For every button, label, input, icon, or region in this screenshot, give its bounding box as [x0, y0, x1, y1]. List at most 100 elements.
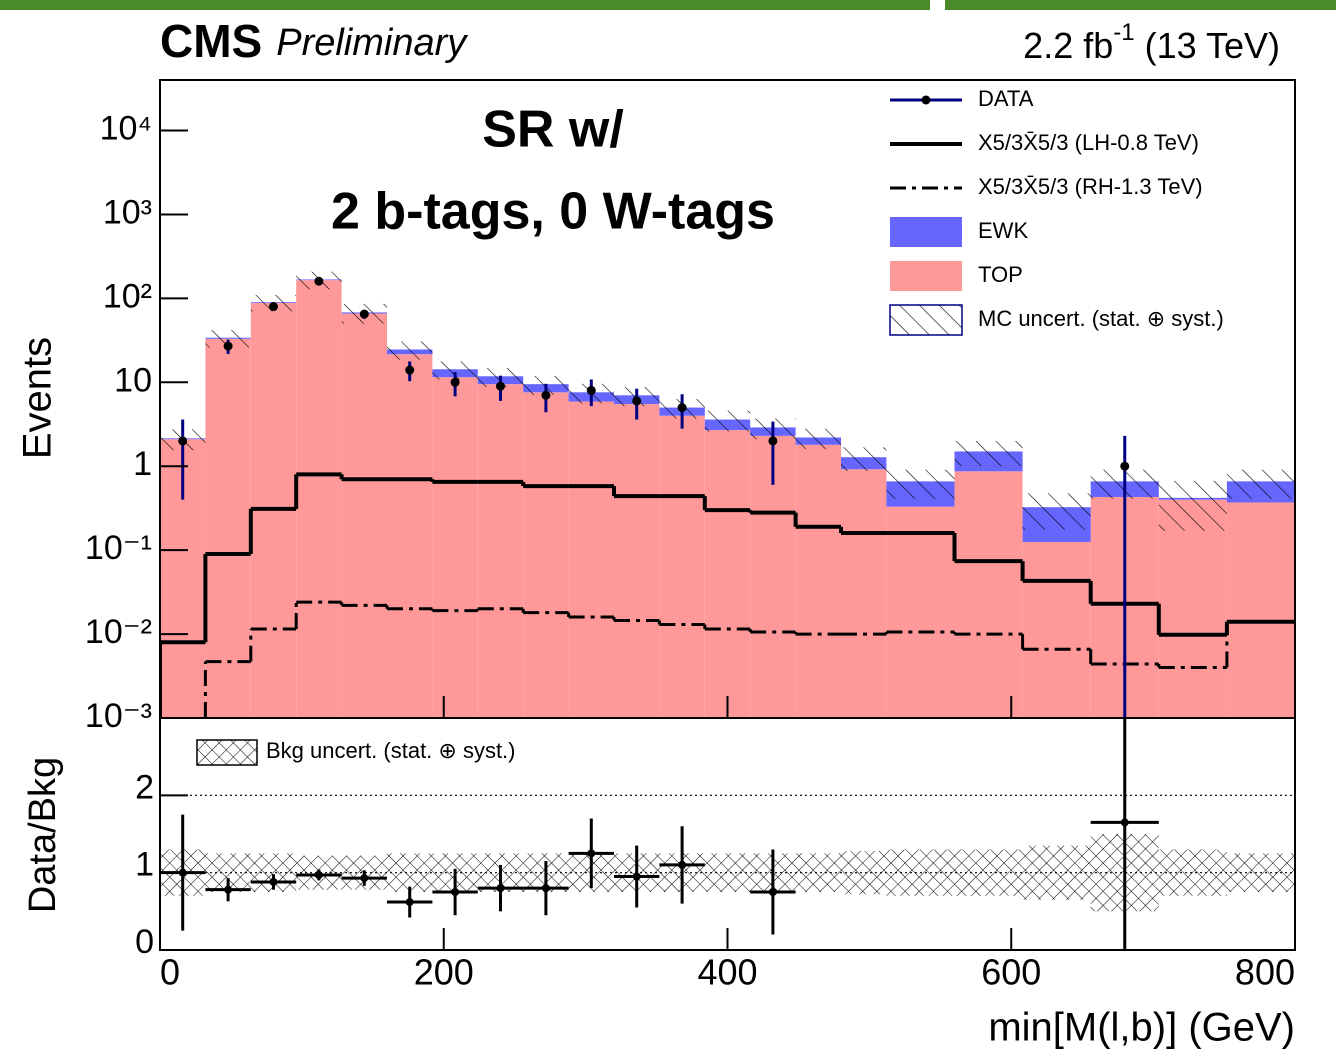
ratio-point — [1120, 818, 1129, 827]
uncertainty-band — [1226, 469, 1295, 499]
ratio-band — [704, 853, 751, 892]
legend-swatch — [890, 217, 962, 247]
ratio-point — [541, 884, 550, 893]
y-tick-label: 10⁻² — [85, 613, 152, 651]
data-point — [359, 309, 369, 319]
uncertainty-band — [841, 447, 887, 471]
x-tick-label: 200 — [414, 952, 474, 993]
ratio-plot — [160, 718, 1295, 950]
uncertainty-band — [1158, 480, 1227, 531]
axes: 10⁻³ 10⁻² 10⁻¹ 1 10 10² 10³ 10⁴ 0 1 2 0 200 400 600 800… — [85, 79, 1296, 993]
legend-label: TOP — [978, 262, 1023, 287]
ratio-y-tick-label: 1 — [135, 846, 154, 884]
uncertainty-band — [205, 329, 251, 348]
ratio-band — [795, 853, 841, 892]
data-point — [632, 396, 642, 406]
legend-swatch — [196, 739, 258, 766]
ratio-point — [224, 885, 233, 894]
uncertainty-band — [886, 469, 955, 499]
status: Preliminary — [276, 22, 468, 64]
data-point — [178, 436, 188, 446]
data-point — [314, 276, 324, 286]
stack-bar — [296, 280, 342, 718]
stack-bar — [387, 354, 433, 718]
annotation: SR w/ — [482, 101, 624, 159]
legend-label: DATA — [978, 86, 1034, 111]
stack-bar — [841, 469, 887, 718]
legend-label: EWK — [978, 218, 1028, 243]
ratio-point — [587, 849, 596, 858]
stack-bar — [659, 415, 705, 718]
legend-swatch — [889, 304, 963, 336]
data-point — [541, 390, 551, 400]
stack-bar — [954, 471, 1023, 718]
uncertainty-band — [1022, 493, 1091, 530]
luminosity: 2.2 fb-1 (13 TeV) — [1023, 19, 1280, 65]
uncertainty-band — [954, 440, 1023, 467]
annotation: 2 b-tags, 0 W-tags — [331, 183, 775, 241]
ratio-y-tick-label: 0 — [135, 923, 154, 961]
uncertainty-band — [387, 341, 433, 360]
ratio-point — [632, 872, 641, 881]
ratio-point — [405, 898, 414, 907]
legend-label: X5/3X̄5/3 (RH-1.3 TeV) — [978, 174, 1203, 199]
lumi-exponent: -1 — [1113, 19, 1134, 46]
x-tick-label: 400 — [697, 952, 757, 993]
x-axis-label: min[M(l,b)] (GeV) — [988, 1006, 1295, 1050]
ratio-point — [678, 860, 687, 869]
stack-bar — [795, 444, 841, 718]
data-point — [269, 302, 278, 312]
legend-label: X5/3X̄5/3 (LH-0.8 TeV) — [978, 130, 1199, 155]
ratio-y-tick-label: 2 — [135, 768, 154, 806]
ratio-band — [387, 853, 433, 892]
stack-bar — [1158, 499, 1227, 718]
x-tick-label: 800 — [1235, 952, 1295, 993]
lumi-value: 2.2 fb — [1023, 25, 1113, 66]
stack-bar — [568, 401, 614, 718]
stack-bar — [523, 392, 569, 718]
y-tick-label: 10² — [103, 277, 152, 315]
legend-label: MC uncert. (stat. ⊕ syst.) — [978, 306, 1224, 331]
stack-bar — [1226, 502, 1295, 718]
chart-title: CMS Preliminary — [160, 15, 468, 67]
uncertainty-band — [432, 361, 478, 380]
y-tick-label: 10⁻³ — [85, 697, 152, 735]
stack-bar — [205, 338, 251, 718]
data-point — [768, 436, 778, 446]
ratio-point — [496, 884, 505, 893]
legend-label: Bkg uncert. (stat. ⊕ syst.) — [266, 738, 516, 763]
stack-bar — [1022, 542, 1091, 718]
ratio-point — [269, 877, 278, 886]
x-tick-label: 600 — [981, 952, 1041, 993]
data-point — [223, 341, 233, 351]
data-point — [450, 377, 460, 387]
experiment: CMS — [160, 15, 262, 67]
ratio-point — [314, 870, 323, 879]
stack-bar — [614, 404, 660, 718]
y-tick-label: 10 — [114, 361, 152, 399]
stack-bar — [477, 384, 524, 718]
y-axis-label: Events — [16, 337, 60, 459]
data-point — [677, 403, 687, 413]
ratio-band — [841, 851, 887, 895]
data-point — [586, 385, 596, 395]
ratio-point — [768, 888, 777, 896]
lumi-energy: (13 TeV) — [1145, 25, 1280, 66]
slide-banner — [0, 0, 930, 10]
ratio-point — [451, 888, 460, 896]
data-point — [1120, 461, 1130, 471]
ratio-band — [954, 849, 1023, 896]
slide-banner — [945, 0, 1336, 10]
ratio-point — [360, 874, 369, 883]
stack-bar — [432, 377, 478, 718]
data-point — [405, 365, 415, 375]
x-tick-label: 0 — [160, 952, 180, 993]
y-tick-label: 1 — [133, 445, 152, 483]
y-tick-label: 10⁴ — [100, 110, 152, 148]
legend-swatch — [921, 95, 931, 105]
stack-bar — [704, 430, 751, 718]
uncertainty-band — [704, 410, 751, 432]
uncertainty-band — [795, 428, 841, 450]
stack-bar — [341, 313, 387, 718]
